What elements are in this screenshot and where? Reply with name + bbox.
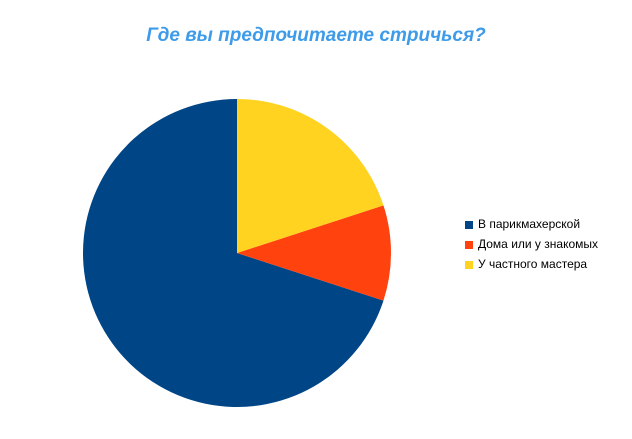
pie-slice xyxy=(237,205,391,301)
legend-label: В парикмахерской xyxy=(478,217,580,231)
chart-title: Где вы предпочитаете стричься? xyxy=(146,25,486,46)
legend-swatch xyxy=(465,221,473,229)
legend-swatch xyxy=(465,261,473,269)
legend-label: Дома или у знакомых xyxy=(478,237,598,251)
pie-slice xyxy=(237,98,384,253)
legend-label: У частного мастера xyxy=(478,257,587,271)
pie-slice xyxy=(83,99,384,407)
legend-swatch xyxy=(465,241,473,249)
